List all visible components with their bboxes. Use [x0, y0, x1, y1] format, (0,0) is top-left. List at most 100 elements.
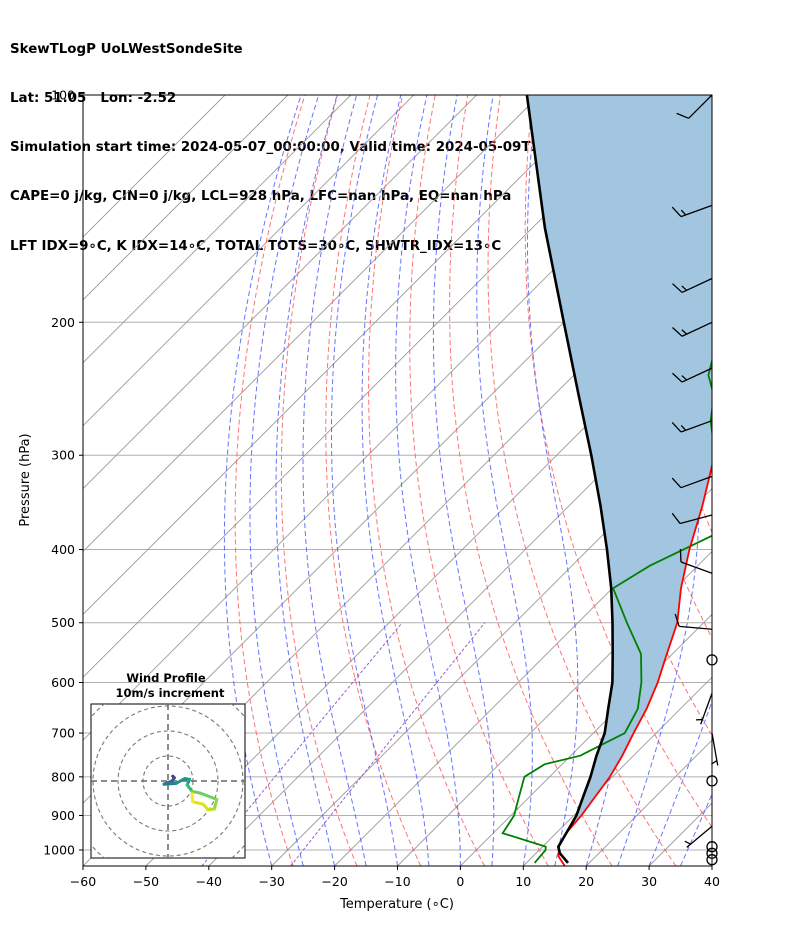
isotherm-line [460, 613, 712, 866]
moist-adiabat-line [432, 95, 495, 866]
wind-barb [672, 321, 713, 337]
dry-adiabat-line [761, 95, 794, 866]
y-tick-label: 200 [51, 315, 75, 330]
moist-adiabat-line [648, 699, 712, 866]
barb-shaft [679, 625, 713, 630]
hodograph-segment [191, 800, 205, 806]
x-axis-label: Temperature (∘C) [339, 897, 454, 912]
isotherm-line [334, 487, 712, 866]
y-tick-label: 1000 [43, 843, 75, 858]
dry-adiabat-line [325, 95, 422, 866]
barb-flag [672, 283, 683, 293]
dry-adiabat-line [487, 95, 677, 866]
barb-half-flag [681, 285, 688, 291]
dry-adiabat-line [368, 95, 485, 866]
dry-adiabat-line [449, 95, 613, 866]
x-tick-label: 30 [641, 874, 657, 889]
barb-half-flag [681, 375, 688, 381]
barb-flag [674, 613, 680, 627]
wind-barb [676, 94, 713, 119]
wind-barb [671, 512, 713, 525]
isotherm-line [83, 95, 289, 301]
barb-flag [679, 548, 682, 563]
isotherm-line [711, 865, 712, 866]
wind-barb [671, 204, 713, 218]
wind-barb [674, 613, 713, 630]
wind-barb [684, 825, 713, 848]
hodograph-segment [198, 791, 219, 801]
barb-shaft [681, 367, 713, 383]
barb-shaft [680, 420, 713, 433]
barb-flag [671, 206, 682, 218]
hodograph-segment [162, 781, 178, 786]
isotherm-line [83, 95, 352, 364]
isotherm-line [522, 676, 712, 866]
axis-ticks: −60 −50 −40 −30 −20 −10 0 10 20 30 40 100 200 300 400 5… [43, 88, 720, 890]
barb-flag [671, 421, 682, 433]
barb-shaft [680, 475, 713, 489]
moist-adiabat-line [361, 95, 430, 866]
temperature-line [557, 462, 712, 866]
dry-adiabat-line [234, 95, 306, 866]
x-tick-label: −50 [133, 874, 159, 889]
parcel-line [525, 95, 615, 864]
dewpoint-line [501, 357, 712, 864]
wind-barb [695, 693, 713, 725]
y-tick-label: 600 [51, 675, 75, 690]
y-axis-label: Pressure (hPa) [18, 433, 33, 526]
moist-adiabat-line [617, 95, 700, 866]
barb-shaft [700, 693, 713, 725]
barb-half-flag [681, 329, 688, 335]
barb-shaft [686, 825, 713, 848]
isotherm-line [775, 95, 794, 866]
hodograph-inset: Wind Profile 10m/s increment [90, 671, 246, 859]
barb-half-flag [680, 425, 687, 431]
y-tick-label: 700 [51, 726, 75, 741]
isotherm-line [83, 95, 666, 678]
wind-barb [671, 420, 713, 433]
mixing-ratio-line [290, 622, 486, 866]
barb-shaft [681, 277, 713, 294]
y-tick-label: 500 [51, 615, 75, 630]
barb-shaft [688, 94, 713, 119]
y-tick-label: 900 [51, 808, 75, 823]
x-tick-label: 0 [456, 874, 464, 889]
barb-half-flag [684, 840, 691, 845]
barb-flag [676, 112, 689, 119]
x-tick-label: −30 [259, 874, 285, 889]
barb-flag [672, 372, 683, 383]
x-tick-label: −60 [70, 874, 96, 889]
hodograph-segment [212, 797, 219, 811]
isotherm-line [145, 299, 712, 866]
barb-half-flag [680, 209, 687, 216]
isotherm-line [83, 95, 415, 427]
dry-adiabat-line [280, 95, 358, 866]
moist-adiabat-line [395, 95, 461, 866]
x-tick-label: −10 [384, 874, 410, 889]
x-tick-label: 20 [578, 874, 594, 889]
x-tick-label: −20 [321, 874, 347, 889]
x-tick-label: 10 [515, 874, 531, 889]
x-tick-label: 40 [704, 874, 720, 889]
inset-subtitle: 10m/s increment [116, 686, 225, 700]
wind-barb [672, 367, 713, 383]
wind-barb [672, 277, 713, 294]
hodograph-segment [190, 792, 195, 804]
isotherm-line [397, 550, 712, 866]
y-tick-label: 300 [51, 448, 75, 463]
isotherm-line [83, 95, 603, 616]
y-tick-label: 800 [51, 769, 75, 784]
moist-adiabat-line [527, 95, 579, 866]
title-line-indices: LFT IDX=9∘C, K IDX=14∘C, TOTAL TOTS=30∘C… [10, 238, 502, 254]
dry-adiabat-line [409, 95, 549, 866]
inset-title: Wind Profile [126, 671, 206, 685]
barb-flag [671, 512, 681, 524]
moist-adiabat-line [476, 95, 533, 866]
barb-shaft [681, 321, 713, 337]
isotherm-line [83, 95, 226, 238]
barb-flag [671, 477, 682, 489]
barb-shaft [680, 204, 713, 218]
moist-adiabat-line [223, 95, 302, 866]
cape-fill-area [526, 95, 712, 847]
